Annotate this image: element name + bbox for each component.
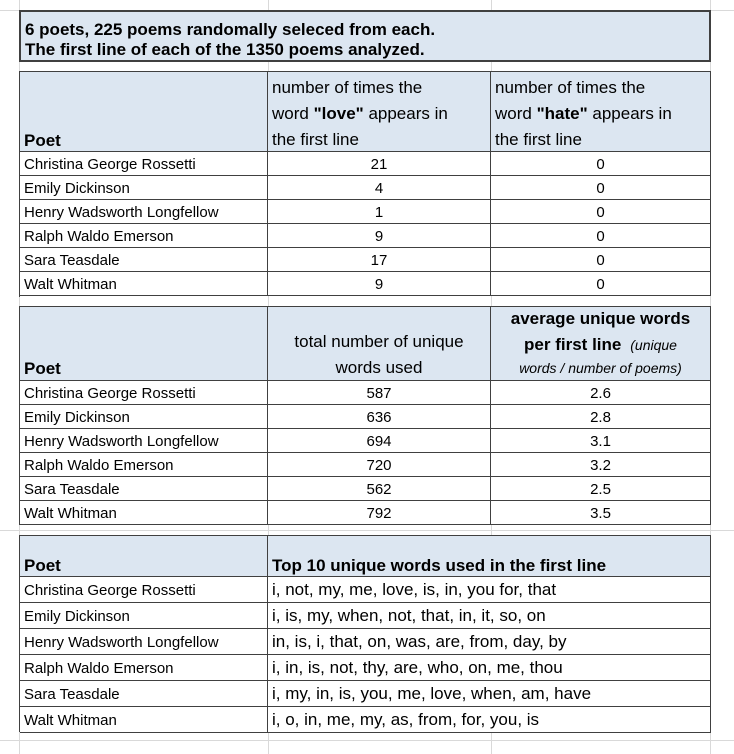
title-line-1: 6 poets, 225 poems randomally seleced fr…	[25, 20, 436, 39]
table3-words-header: Top 10 unique words used in the first li…	[268, 536, 711, 577]
table3-poet-header: Poet	[20, 536, 268, 577]
table2-total-header: total number of unique words used	[268, 307, 491, 381]
table2-average-header: average unique words per first line (uni…	[491, 307, 711, 381]
table1-poet-header: Poet	[20, 72, 268, 152]
title-line-2: The first line of each of the 1350 poems…	[25, 40, 425, 59]
title-box: 6 poets, 225 poems randomally seleced fr…	[19, 10, 711, 62]
table2-poet-header: Poet	[20, 307, 268, 381]
table1-hate-header: number of times the word "hate" appears …	[491, 72, 711, 152]
table1-love-header: number of times the word "love" appears …	[268, 72, 491, 152]
